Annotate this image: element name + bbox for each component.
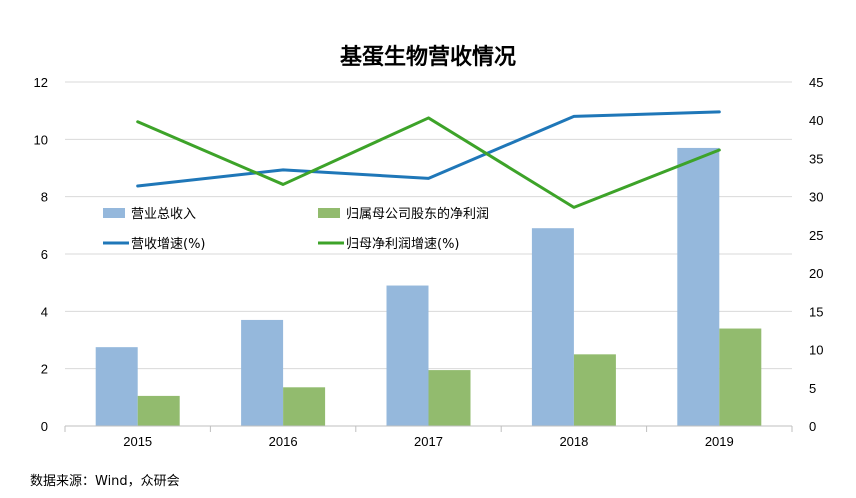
x-axis-tick-label: 2019 (705, 434, 734, 449)
lines (136, 110, 721, 209)
right-axis-tick-label: 35 (809, 151, 823, 166)
right-axis-tick-label: 15 (809, 304, 823, 319)
left-axis-ticks: 0 2 4 6 8 10 12 (34, 75, 48, 434)
right-axis-tick-label: 5 (809, 381, 816, 396)
legend-label: 营业总收入 (131, 207, 196, 222)
legend-label: 营收增速(%) (131, 237, 206, 252)
legend-swatch (318, 208, 340, 218)
right-axis-ticks: 0 5 10 15 20 25 30 35 40 45 (809, 75, 823, 434)
axes (64, 425, 793, 432)
legend-label: 归母净利润增速(%) (346, 237, 460, 252)
chart-title: 基蛋生物营收情况 (340, 44, 516, 70)
bar-revenue (386, 285, 429, 426)
right-axis-tick-label: 0 (809, 419, 816, 434)
bar-net-profit (137, 395, 180, 426)
left-axis-tick-label: 6 (41, 247, 48, 262)
right-axis-tick-label: 20 (809, 266, 823, 281)
legend-net-profit: 归属母公司股东的净利润 (318, 206, 489, 222)
left-axis-tick-label: 4 (41, 304, 48, 319)
source-note: 数据来源：Wind，众研会 (30, 474, 180, 489)
left-axis-tick-label: 12 (34, 75, 48, 90)
right-axis-tick-label: 10 (809, 343, 823, 358)
bar-revenue (531, 228, 574, 426)
bar-revenue (677, 147, 720, 426)
left-axis-tick-label: 2 (41, 362, 48, 377)
grid (65, 81, 792, 370)
bar-net-profit (573, 354, 616, 426)
bar-revenue (241, 319, 284, 426)
x-axis-tick-label: 2017 (414, 434, 443, 449)
legend-label: 归属母公司股东的净利润 (346, 206, 489, 222)
bar-net-profit (719, 328, 762, 426)
x-axis-tick-label: 2016 (269, 434, 298, 449)
line-revenue-growth (136, 110, 721, 188)
bars (95, 147, 762, 426)
left-axis-tick-label: 10 (34, 132, 48, 147)
legend-revenue-growth: 营收增速(%) (103, 237, 206, 252)
right-axis-tick-label: 40 (809, 113, 823, 128)
left-axis-tick-label: 8 (41, 190, 48, 205)
right-axis-tick-label: 30 (809, 190, 823, 205)
legend-net-profit-growth: 归母净利润增速(%) (318, 237, 460, 252)
line-net-profit-growth (136, 116, 721, 209)
bar-net-profit (428, 370, 471, 426)
x-axis-ticks: 2015 2016 2017 2018 2019 (123, 434, 734, 449)
x-axis-tick-label: 2018 (559, 434, 588, 449)
bar-revenue (95, 347, 138, 426)
right-axis-tick-label: 45 (809, 75, 823, 90)
x-axis-tick-label: 2015 (123, 434, 152, 449)
bar-net-profit (283, 387, 326, 426)
left-axis-tick-label: 0 (41, 419, 48, 434)
legend-swatch (103, 208, 125, 218)
legend-revenue: 营业总收入 (103, 207, 196, 222)
right-axis-tick-label: 25 (809, 228, 823, 243)
